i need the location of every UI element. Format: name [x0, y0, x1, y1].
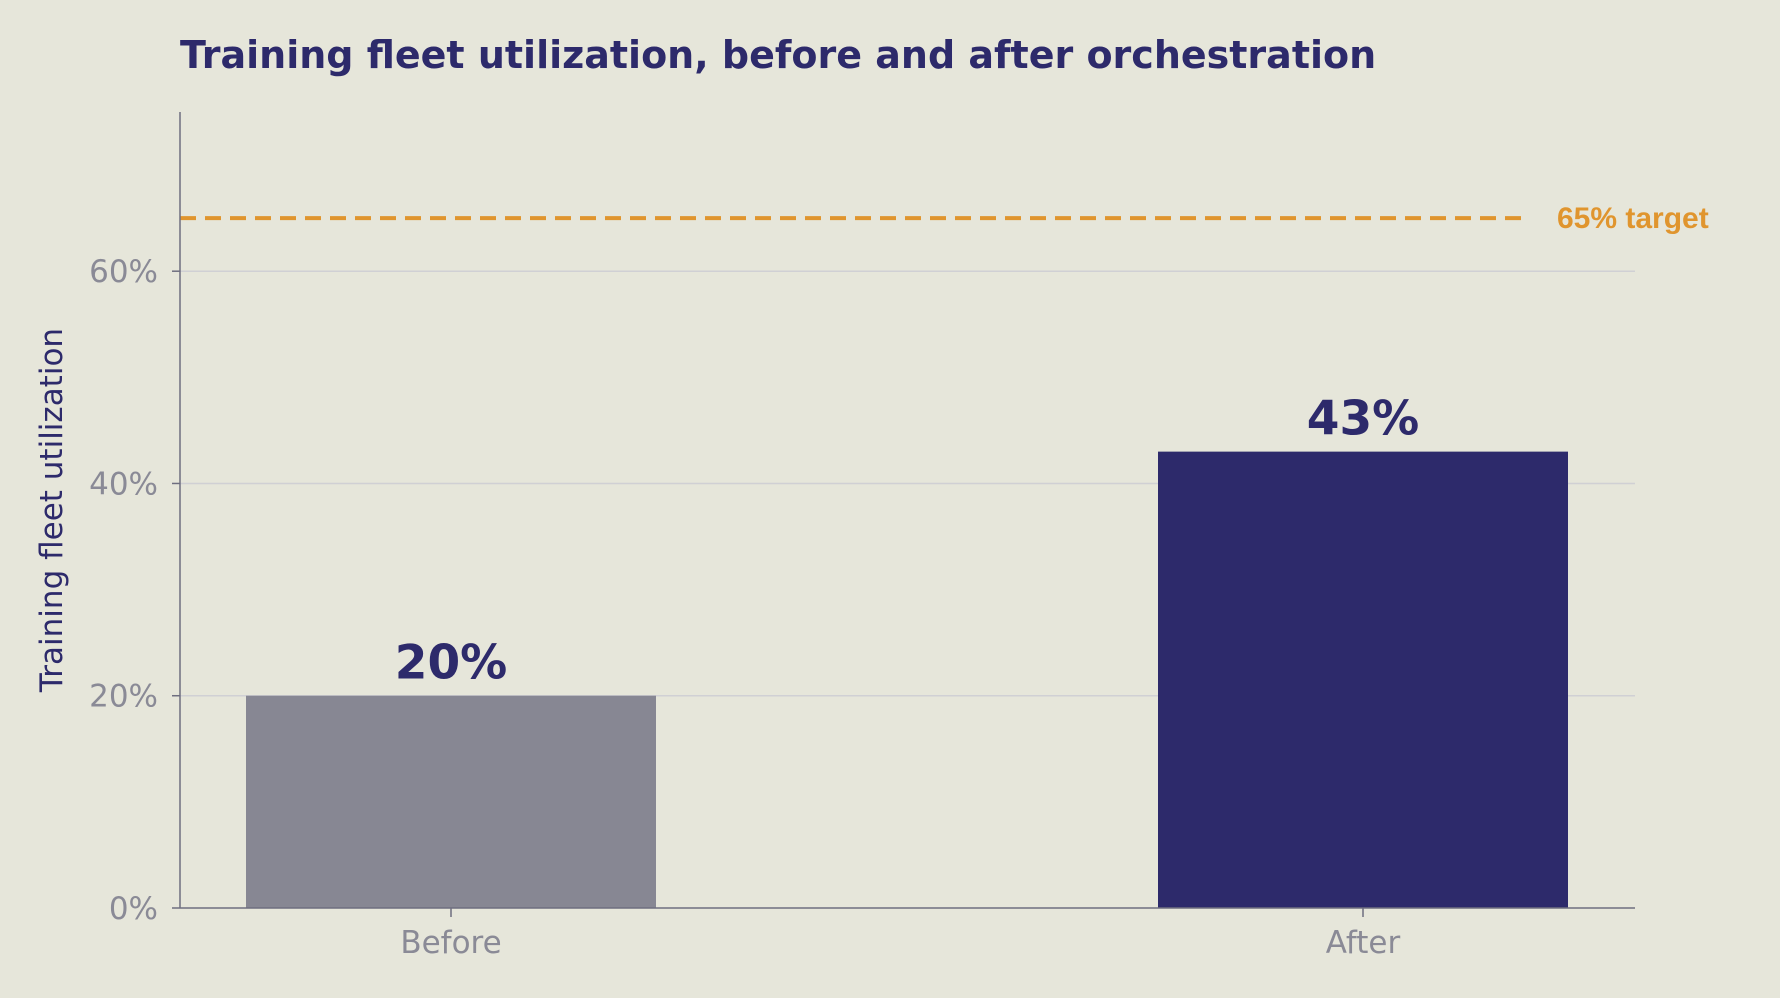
labels: 0% 20% 40% 60% 20% Before 43% After Training fle…: [34, 254, 1419, 961]
x-tick-label: Before: [400, 925, 501, 961]
x-tick-label: After: [1326, 925, 1401, 961]
data-label-after: 43%: [1307, 392, 1420, 447]
chart-title: Training fleet utilization, before and a…: [180, 33, 1376, 77]
y-tick-label: 40%: [89, 466, 158, 502]
target-line-group: 65% target: [180, 202, 1709, 235]
target-label: 65% target: [1557, 202, 1709, 235]
axes: [172, 112, 1635, 917]
bars: [246, 451, 1568, 908]
data-label-before: 20%: [395, 636, 508, 691]
y-tick-label: 20%: [89, 679, 158, 715]
y-tick-label: 0%: [109, 891, 158, 927]
bar-after: [1158, 451, 1568, 908]
y-tick-label: 60%: [89, 254, 158, 290]
y-axis-label: Training fleet utilization: [34, 328, 70, 693]
bar-before: [246, 695, 656, 908]
